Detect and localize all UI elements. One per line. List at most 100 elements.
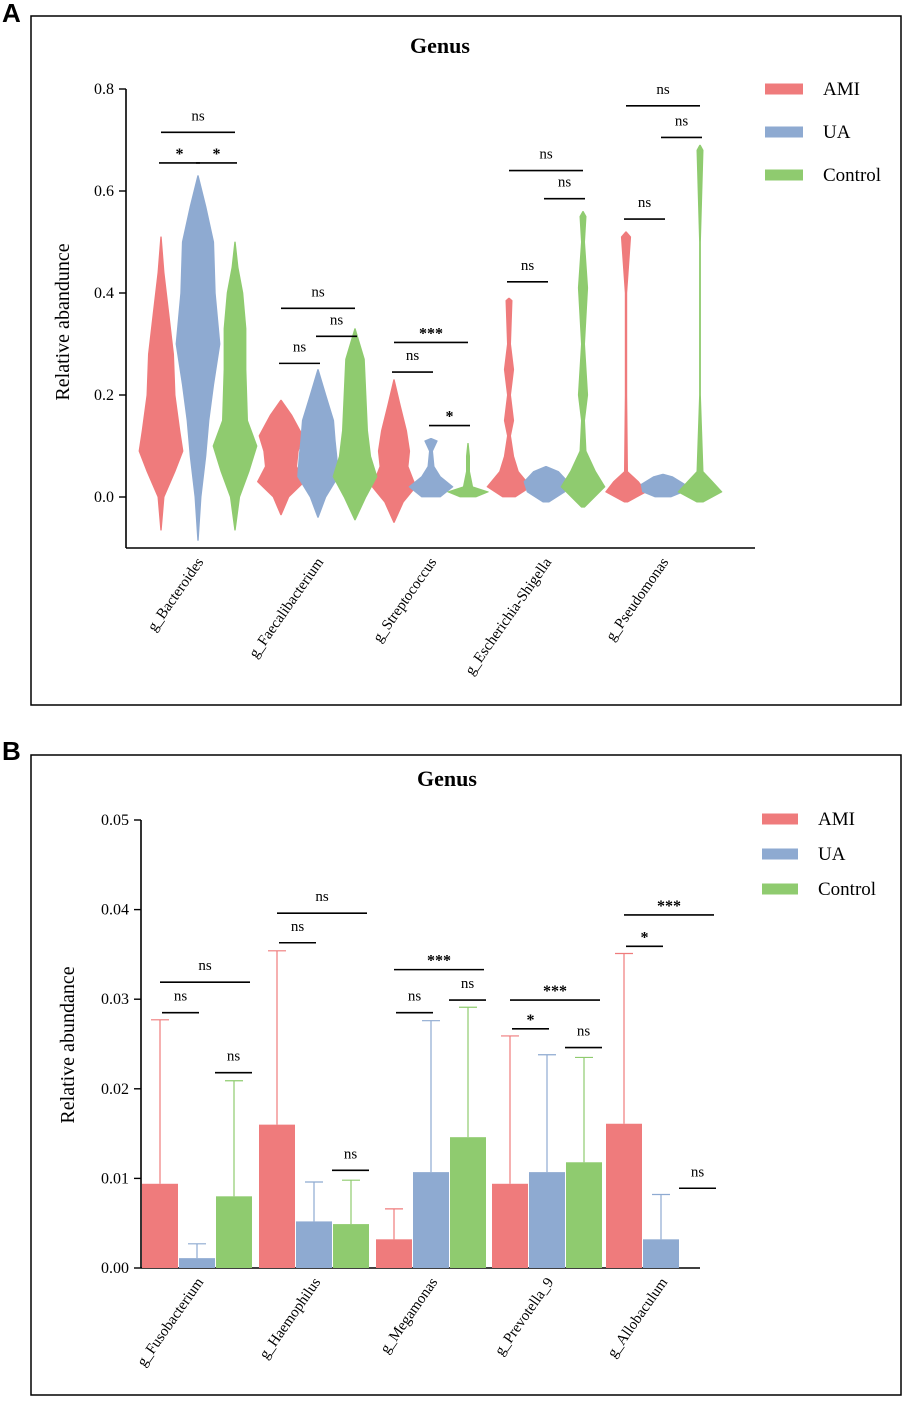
y-tick-label: 0.4: [94, 285, 114, 302]
significance-label: ns: [174, 989, 188, 1005]
legend-swatch-ami: [762, 813, 798, 825]
bar-ami-g-prevotella-9: [492, 1183, 528, 1268]
significance-label: ns: [311, 284, 325, 300]
panel-b-chart: 0.00 0.01 0.02 0.03 0.04 0.05 Relative abundan…: [57, 809, 876, 1370]
legend-label-ami: AMI: [823, 79, 860, 100]
significance-label: ns: [521, 258, 535, 274]
bar-ami-g-haemophilus: [259, 1124, 295, 1268]
panel-a-frame: [30, 15, 902, 706]
y-tick-label: 0.0: [94, 489, 114, 506]
violin-control-g-streptococcus: [447, 443, 489, 498]
significance-label: ns: [406, 348, 420, 364]
legend-swatch-control: [762, 883, 798, 895]
violin-ami-g-faecalibacterium: [257, 399, 305, 516]
legend-label-control: Control: [818, 879, 876, 900]
bar-ami-g-megamonas: [376, 1239, 412, 1268]
x-category-label: g_Megamonas: [378, 1275, 442, 1357]
significance-label: ***: [419, 325, 443, 342]
bar-ua-g-haemophilus: [296, 1221, 332, 1268]
bar-control-g-fusobacterium: [216, 1196, 252, 1268]
violin-ami-g-bacteroides: [138, 236, 184, 531]
significance-label: ns: [691, 1164, 705, 1180]
legend-label-control: Control: [823, 165, 881, 186]
bar-ua-g-fusobacterium: [179, 1258, 215, 1268]
violin-ua-g-streptococcus: [408, 438, 454, 498]
significance-label: ***: [657, 898, 681, 915]
y-tick-label: 0.8: [94, 81, 114, 98]
panel-a-letter: A: [2, 0, 21, 28]
legend-swatch-ami: [765, 83, 803, 95]
significance-label: ns: [293, 339, 307, 355]
panel-a-title: Genus: [410, 33, 470, 58]
significance-label: *: [527, 1012, 535, 1029]
x-category-label: g_Allobaculum: [605, 1275, 672, 1361]
significance-label: ns: [330, 312, 344, 328]
significance-label: ns: [191, 108, 205, 124]
bar-control-g-megamonas: [450, 1137, 486, 1268]
bar-control-g-prevotella-9: [566, 1162, 602, 1268]
y-axis-label: Relative abundance: [57, 966, 79, 1123]
y-tick-label: 0.04: [101, 902, 129, 919]
significance-label: ns: [577, 1024, 591, 1040]
y-tick-label: 0.6: [94, 183, 114, 200]
significance-label: ***: [427, 953, 451, 970]
y-tick-label: 0.05: [101, 812, 129, 829]
y-tick-label: 0.00: [101, 1260, 129, 1277]
significance-label: ns: [461, 976, 475, 992]
x-category-label: g_Fusobacterium: [134, 1275, 207, 1370]
panel-a-chart: 0.0 0.2 0.4 0.6 0.8 Relative abandunce g_Bacte…: [52, 79, 881, 678]
violin-ami-g-streptococcus: [371, 379, 417, 523]
significance-label: ns: [539, 147, 553, 163]
bar-ua-g-megamonas: [413, 1172, 449, 1268]
significance-label: *: [176, 146, 184, 163]
significance-label: ns: [315, 889, 329, 905]
y-axis-label: Relative abandunce: [52, 243, 74, 400]
significance-label: ns: [198, 958, 212, 974]
x-category-label: g_Haemophilus: [257, 1275, 325, 1362]
y-tick-label: 0.2: [94, 387, 114, 404]
legend-swatch-ua: [765, 126, 803, 138]
y-tick-label: 0.01: [101, 1170, 129, 1187]
y-tick-label: 0.03: [101, 991, 129, 1008]
legend-label-ua: UA: [823, 122, 851, 143]
violin-ami-g-escherichia-shigella: [486, 297, 532, 498]
significance-label: ns: [291, 919, 305, 935]
significance-label: ns: [344, 1146, 358, 1162]
bar-control-g-haemophilus: [333, 1224, 369, 1268]
violin-control-g-faecalibacterium: [332, 328, 378, 521]
panel-b-letter: B: [2, 736, 21, 766]
significance-label: ns: [227, 1049, 241, 1065]
y-tick-label: 0.02: [101, 1081, 129, 1098]
significance-label: *: [446, 409, 454, 426]
violin-ua-g-faecalibacterium: [297, 369, 339, 518]
bar-ami-g-allobaculum: [606, 1123, 642, 1268]
violin-ua-g-escherichia-shigella: [523, 466, 569, 503]
significance-label: ns: [638, 195, 652, 211]
legend-swatch-ua: [762, 848, 798, 860]
x-category-label: g_Faecalibacterium: [246, 555, 327, 661]
x-category-label: g_Bacteroides: [145, 555, 207, 635]
violin-ua-g-pseudomonas: [640, 473, 686, 498]
violin-control-g-pseudomonas: [677, 144, 723, 503]
violin-control-g-bacteroides: [212, 241, 258, 531]
legend-swatch-control: [765, 169, 803, 181]
x-category-label: g_Prevotella_9: [492, 1275, 557, 1359]
significance-label: ns: [675, 113, 689, 129]
x-category-label: g_Pseudomonas: [603, 555, 672, 644]
panel-b-frame: [30, 754, 902, 1396]
panel-b-title: Genus: [417, 766, 477, 791]
x-category-label: g_Streptococcus: [370, 555, 440, 646]
x-category-label: g_Escherichia-Shigella: [462, 555, 555, 678]
legend-label-ua: UA: [818, 844, 846, 865]
significance-label: *: [641, 929, 649, 946]
bar-ua-g-allobaculum: [643, 1239, 679, 1268]
significance-label: *: [213, 146, 221, 163]
significance-label: ns: [656, 82, 670, 98]
violin-ua-g-bacteroides: [175, 175, 221, 541]
significance-label: ns: [558, 175, 572, 191]
significance-label: ns: [408, 989, 422, 1005]
significance-label: ***: [543, 983, 567, 1000]
legend-label-ami: AMI: [818, 809, 855, 830]
bar-ua-g-prevotella-9: [529, 1172, 565, 1268]
